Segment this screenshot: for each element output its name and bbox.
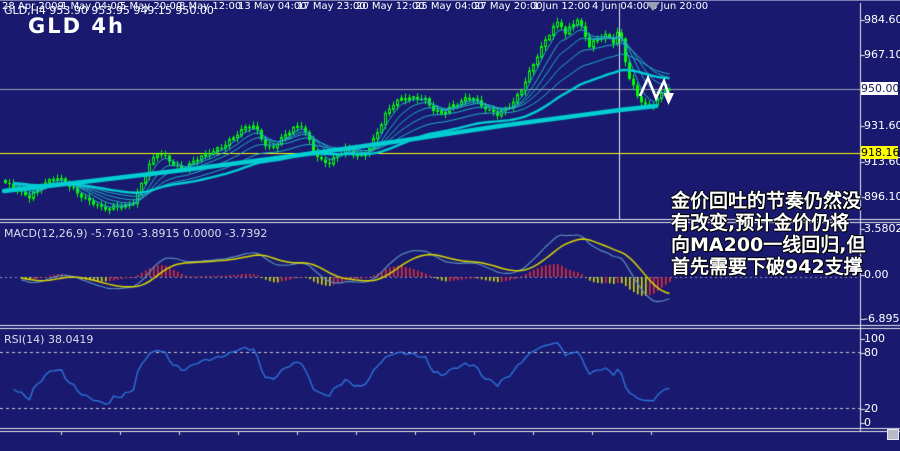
- annotation-line: 金价回吐的节奏仍然没: [671, 190, 862, 212]
- price-axis-label: 984.60: [864, 12, 900, 26]
- rsi-axis-label: 20: [864, 402, 878, 415]
- time-axis-label: 28 Apr 2009: [2, 1, 64, 12]
- annotation-line: 向MA200一线回归,但: [671, 234, 866, 256]
- shift-marker-icon: [646, 2, 660, 11]
- time-axis-label: 25 May 04:00: [415, 1, 484, 12]
- time-axis-label: 17 May 23:00: [297, 1, 366, 12]
- rsi-axis-label: 100: [864, 332, 885, 345]
- chart-title: GLD 4h: [28, 14, 125, 38]
- time-axis-label: 8 Jun 20:00: [651, 1, 709, 12]
- annotation-line: 有改变,预计金价仍将: [671, 212, 850, 234]
- annotation-text[interactable]: 金价回吐的节奏仍然没 有改变,预计金价仍将 向MA200一线回归,但 首先需要下…: [671, 190, 866, 278]
- time-axis-label: 13 May 04:00: [238, 1, 307, 12]
- time-axis-label: 1 May 04:00: [61, 1, 124, 12]
- rsi-axis-label: 0: [864, 416, 871, 429]
- macd-indicator-label: MACD(12,26,9) -5.7610 -3.8915 0.0000 -3.…: [4, 227, 268, 240]
- annotation-line: 首先需要下破942支撑: [671, 256, 863, 278]
- time-axis[interactable]: [0, 432, 900, 451]
- macd-axis-label: 0.00: [864, 268, 889, 281]
- price-axis[interactable]: [861, 1, 900, 431]
- symbol-ohlc-info: GLD,H4 953.90 953.95 949.15 950.00: [4, 4, 214, 17]
- level-price-tag: 918.16: [861, 145, 900, 159]
- rsi-axis-label: 80: [864, 346, 878, 359]
- down-arrow-icon[interactable]: [637, 72, 679, 110]
- price-axis-label: 967.10: [864, 47, 900, 61]
- current-price-tag: 950.00: [861, 82, 900, 95]
- rsi-indicator-label: RSI(14) 38.0419: [4, 333, 94, 346]
- time-axis-label: 1 Jun 12:00: [533, 1, 591, 12]
- price-axis-label: 896.10: [864, 189, 900, 203]
- price-axis-label: 931.60: [864, 118, 900, 132]
- time-axis-label: 20 May 12:00: [356, 1, 425, 12]
- time-axis-label: 27 May 20:00: [474, 1, 543, 12]
- time-axis-label: 5 May 20:00: [120, 1, 183, 12]
- time-axis-label: 4 Jun 04:00: [592, 1, 650, 12]
- time-axis-label: 8 May 12:00: [179, 1, 242, 12]
- macd-axis-label: 3.5802: [864, 222, 900, 235]
- macd-axis-label: -6.8958: [864, 312, 900, 325]
- scroll-corner: [887, 429, 899, 440]
